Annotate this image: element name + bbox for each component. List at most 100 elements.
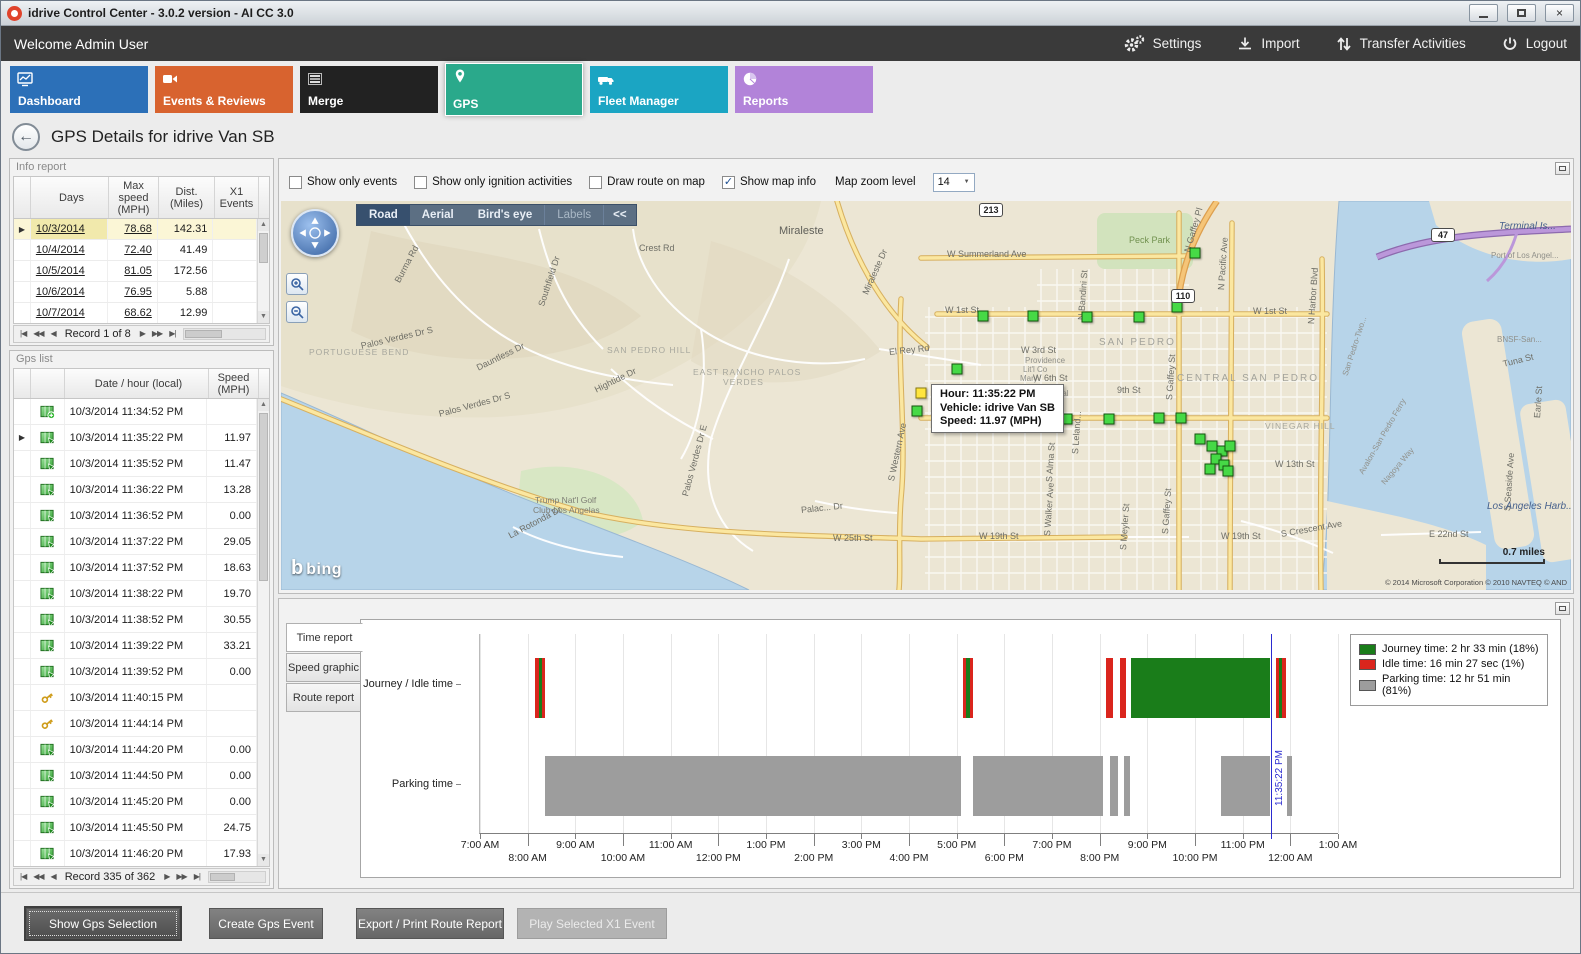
gps-list-row[interactable]: 10/3/2014 11:45:50 PM 24.75	[14, 815, 257, 841]
scroll-up-icon[interactable]: ▲	[258, 219, 269, 231]
checkbox-show-only-events[interactable]: Show only events	[289, 175, 397, 189]
header-days[interactable]: Days	[31, 177, 109, 218]
map-tab-aerial[interactable]: Aerial	[421, 209, 454, 221]
info-report-row[interactable]: 10/5/2014 81.05 172.56	[14, 261, 257, 282]
gps-list-row[interactable]: ▶ 10/3/2014 11:35:22 PM 11.97	[14, 425, 257, 451]
gps-list-row[interactable]: 10/3/2014 11:35:52 PM 11.47	[14, 451, 257, 477]
gps-marker[interactable]	[977, 310, 989, 322]
create-gps-event-button[interactable]: Create Gps Event	[209, 908, 323, 939]
header-datetime[interactable]: Date / hour (local)	[65, 369, 209, 398]
gps-list-row[interactable]: 10/3/2014 11:46:20 PM 17.93	[14, 841, 257, 866]
scrollbar-thumb[interactable]	[259, 233, 268, 264]
gps-marker[interactable]	[1204, 463, 1216, 475]
next-record-button[interactable]: ▶	[164, 872, 170, 881]
tile-gps[interactable]: GPS	[445, 63, 583, 116]
gps-list-row[interactable]: 10/3/2014 11:37:22 PM 29.05	[14, 529, 257, 555]
logout-button[interactable]: Logout	[1502, 36, 1567, 52]
scrollbar-thumb[interactable]	[259, 413, 268, 582]
checkbox-box[interactable]: ✓	[721, 175, 735, 189]
next-page-button[interactable]: ▶▶	[176, 872, 187, 881]
vertical-scrollbar[interactable]: ▲ ▼	[257, 219, 269, 323]
map[interactable]: Miraleste Crest Rd Burma Rd Southfield Dr Mi…	[281, 201, 1571, 590]
tile-events-reviews[interactable]: Events & Reviews	[155, 66, 293, 113]
day-link[interactable]: 10/4/2014	[31, 240, 109, 260]
gps-list-row[interactable]: 10/3/2014 11:36:52 PM 0.00	[14, 503, 257, 529]
prev-page-button[interactable]: ◀◀	[33, 872, 44, 881]
tile-reports[interactable]: Reports	[735, 66, 873, 113]
gps-list-row[interactable]: 10/3/2014 11:45:20 PM 0.00	[14, 789, 257, 815]
horizontal-scrollbar[interactable]	[207, 871, 266, 883]
tile-merge[interactable]: Merge	[300, 66, 438, 113]
settings-button[interactable]: Settings	[1123, 34, 1201, 53]
selected-gps-marker[interactable]	[915, 387, 927, 399]
gps-list-row[interactable]: 10/3/2014 11:44:14 PM	[14, 711, 257, 737]
first-record-button[interactable]: |◀	[20, 872, 27, 881]
gps-marker[interactable]	[1194, 433, 1206, 445]
prev-record-button[interactable]: ◀	[50, 872, 57, 881]
header-max-speed[interactable]: Max speed (MPH)	[109, 177, 159, 218]
gps-marker[interactable]	[1103, 413, 1115, 425]
scrollbar-thumb[interactable]	[185, 330, 222, 338]
show-gps-selection-button[interactable]: Show Gps Selection	[26, 908, 180, 939]
last-record-button[interactable]: ▶|	[193, 872, 201, 881]
last-record-button[interactable]: ▶|	[169, 329, 176, 338]
gps-list-row[interactable]: 10/3/2014 11:37:52 PM 18.63	[14, 555, 257, 581]
map-tab-road[interactable]: Road	[357, 205, 410, 225]
import-button[interactable]: Import	[1237, 36, 1300, 52]
gps-marker[interactable]	[1153, 412, 1165, 424]
checkbox-show-map-info[interactable]: ✓ Show map info	[721, 175, 816, 189]
scroll-down-icon[interactable]: ▼	[258, 854, 269, 866]
prev-record-button[interactable]: ◀	[50, 329, 57, 338]
scrollbar-thumb[interactable]	[209, 873, 236, 881]
gps-marker[interactable]	[911, 405, 923, 417]
day-link[interactable]: 10/6/2014	[31, 282, 109, 302]
tab-speed-graphic[interactable]: Speed graphic	[286, 653, 361, 682]
gps-marker[interactable]	[1081, 311, 1093, 323]
gps-list-row[interactable]: 10/3/2014 11:39:52 PM 0.00	[14, 659, 257, 685]
gps-list-row[interactable]: 10/3/2014 11:36:22 PM 13.28	[14, 477, 257, 503]
play-selected-x1-event-button[interactable]: Play Selected X1 Event	[517, 908, 667, 939]
max-speed-link[interactable]: 72.40	[108, 240, 158, 260]
max-speed-link[interactable]: 76.95	[108, 282, 158, 302]
map-zoom-out-button[interactable]	[286, 301, 308, 323]
gps-list-row[interactable]: 10/3/2014 11:40:15 PM	[14, 685, 257, 711]
vertical-scrollbar[interactable]: ▲ ▼	[257, 399, 269, 866]
gps-marker[interactable]	[1027, 310, 1039, 322]
max-speed-link[interactable]: 81.05	[108, 261, 158, 281]
info-report-row[interactable]: 10/7/2014 68.62 12.99	[14, 303, 257, 323]
tile-dashboard[interactable]: Dashboard	[10, 66, 148, 113]
map-compass-control[interactable]	[291, 209, 339, 257]
max-speed-link[interactable]: 78.68	[108, 219, 158, 239]
checkbox-show-only-ignition-activities[interactable]: Show only ignition activities	[414, 175, 572, 189]
day-link[interactable]: 10/7/2014	[31, 303, 109, 323]
map-tab-birds-eye[interactable]: Bird's eye	[477, 209, 533, 221]
tile-fleet-manager[interactable]: Fleet Manager	[590, 66, 728, 113]
first-record-button[interactable]: |◀	[20, 329, 27, 338]
header-dist[interactable]: Dist. (Miles)	[159, 177, 215, 218]
checkbox-draw-route-on-map[interactable]: Draw route on map	[589, 175, 705, 189]
next-record-button[interactable]: ▶	[139, 329, 146, 338]
gps-marker[interactable]	[951, 363, 963, 375]
gps-list-row[interactable]: 10/3/2014 11:44:20 PM 0.00	[14, 737, 257, 763]
transfer-activities-button[interactable]: Transfer Activities	[1336, 36, 1466, 52]
tab-route-report[interactable]: Route report	[286, 683, 361, 712]
back-button[interactable]: ←	[12, 123, 40, 151]
gps-list-row[interactable]: 10/3/2014 11:38:22 PM 19.70	[14, 581, 257, 607]
gps-marker[interactable]	[1171, 301, 1183, 313]
map-zoom-in-button[interactable]	[286, 273, 308, 295]
export-print-route-report-button[interactable]: Export / Print Route Report	[356, 908, 504, 939]
horizontal-scrollbar[interactable]	[183, 328, 266, 340]
gps-marker[interactable]	[1224, 440, 1236, 452]
gps-list-row[interactable]: 10/3/2014 11:44:50 PM 0.00	[14, 763, 257, 789]
panel-collapse-button[interactable]	[1555, 162, 1570, 175]
gps-marker[interactable]	[1222, 465, 1234, 477]
checkbox-box[interactable]	[289, 175, 302, 189]
next-page-button[interactable]: ▶▶	[151, 329, 163, 338]
header-x1-events[interactable]: X1 Events	[215, 177, 259, 218]
gps-marker[interactable]	[1133, 311, 1145, 323]
minimize-button[interactable]	[1469, 4, 1498, 22]
info-report-row[interactable]: 10/6/2014 76.95 5.88	[14, 282, 257, 303]
map-tab-labels[interactable]: Labels	[544, 205, 603, 225]
gps-list-row[interactable]: 10/3/2014 11:38:52 PM 30.55	[14, 607, 257, 633]
max-speed-link[interactable]: 68.62	[108, 303, 158, 323]
